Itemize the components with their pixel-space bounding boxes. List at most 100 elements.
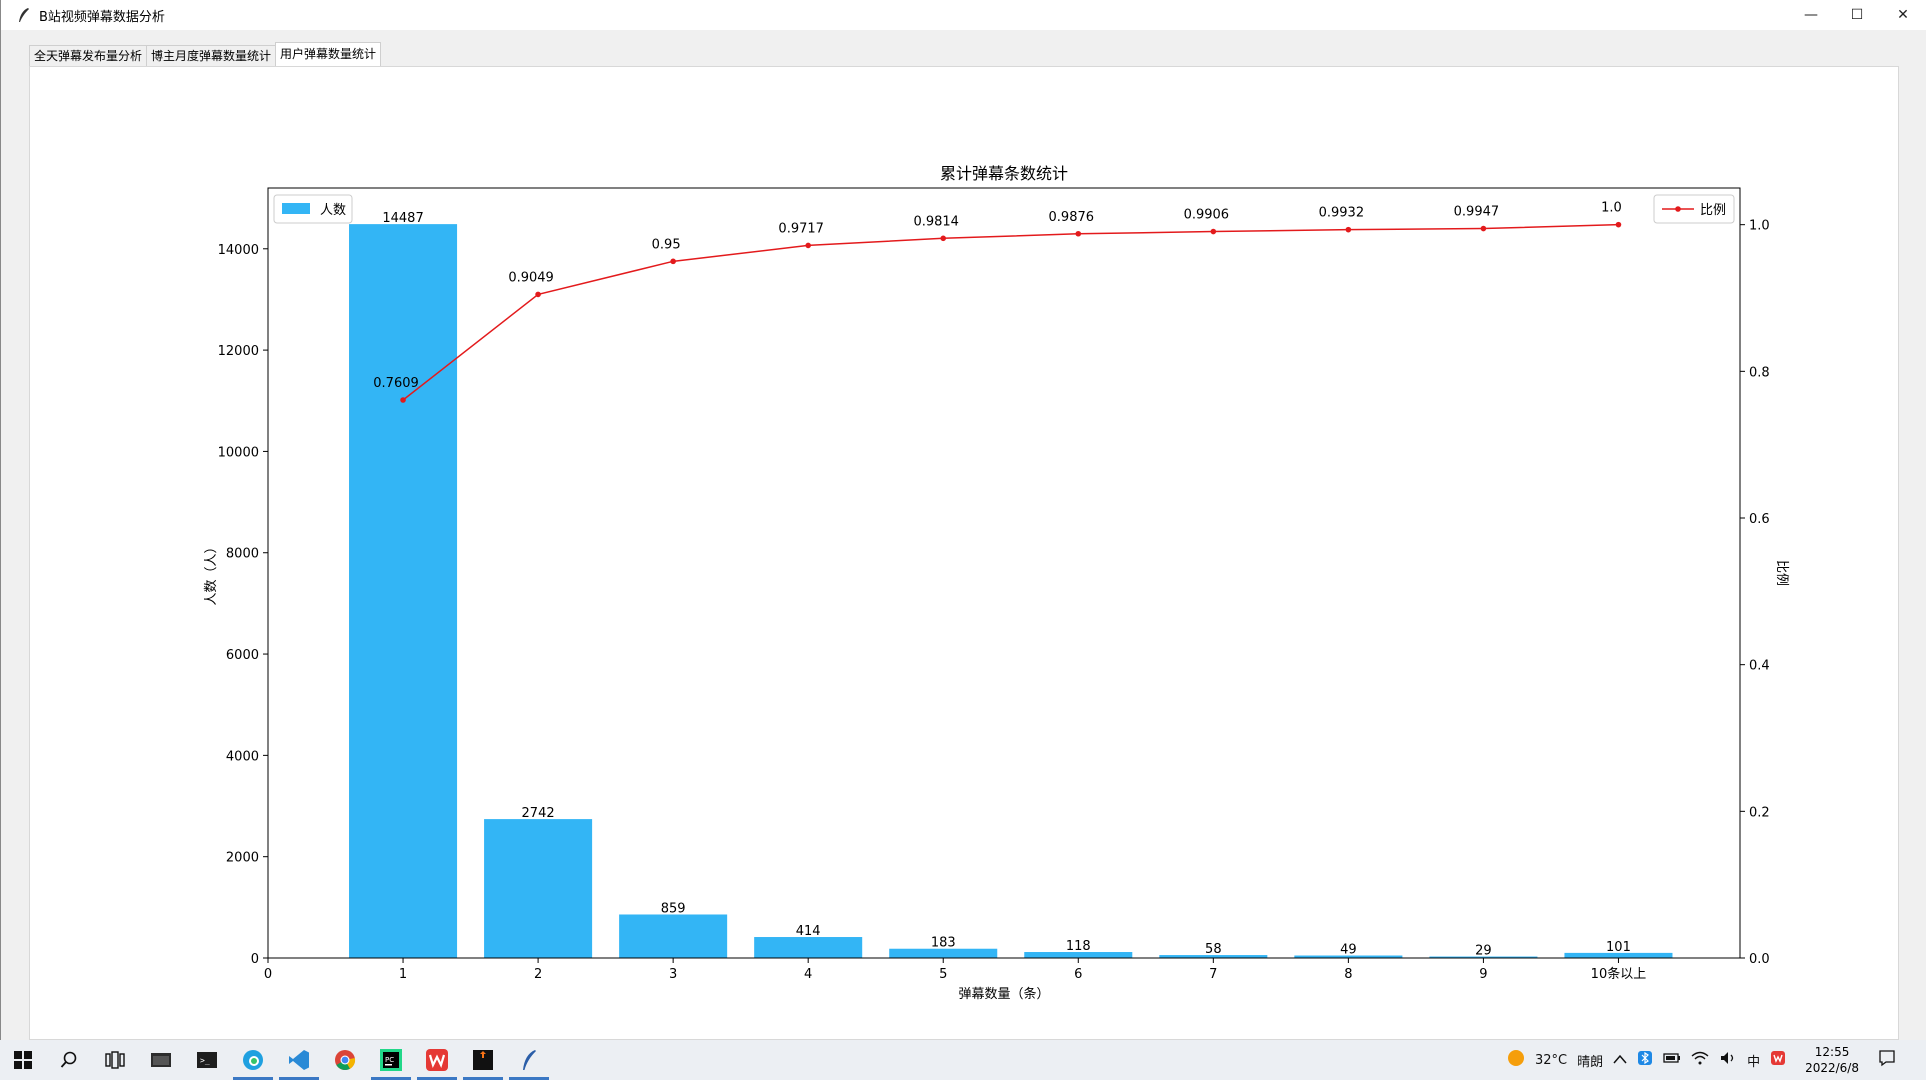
ratio-point xyxy=(1480,225,1487,232)
y2-tick-label: 0.2 xyxy=(1749,805,1770,820)
title-bar: B站视频弹幕数据分析 — ☐ ✕ xyxy=(1,0,1926,30)
ratio-value-label: 0.95 xyxy=(652,237,681,252)
ratio-point xyxy=(805,242,811,249)
ratio-value-label: 0.9906 xyxy=(1184,208,1230,223)
tab-monthly-stats[interactable]: 博主月度弹幕数量统计 xyxy=(146,45,277,66)
ratio-point xyxy=(940,235,947,242)
volume-icon[interactable] xyxy=(1719,1051,1737,1069)
bar-value-label: 49 xyxy=(1340,943,1357,958)
bar-value-label: 101 xyxy=(1606,940,1631,955)
bar-value-label: 414 xyxy=(796,924,821,939)
ratio-value-label: 0.7609 xyxy=(373,376,419,391)
windows-start-icon[interactable] xyxy=(0,1040,46,1080)
x-tick-label: 1 xyxy=(399,967,407,982)
tab-user-stats[interactable]: 用户弹幕数量统计 xyxy=(275,42,382,66)
ratio-point xyxy=(535,291,541,298)
vscode-icon[interactable] xyxy=(276,1040,322,1080)
x-tick-label: 4 xyxy=(804,967,812,982)
x-tick-label: 2 xyxy=(534,967,542,982)
x-tick-label: 10条以上 xyxy=(1591,966,1647,982)
minimize-button[interactable]: — xyxy=(1804,7,1818,23)
y-tick-label: 6000 xyxy=(226,648,259,663)
bar xyxy=(889,948,998,958)
weather-sun-icon[interactable] xyxy=(1507,1049,1525,1071)
y-tick-label: 12000 xyxy=(218,344,259,359)
bar xyxy=(1159,955,1268,958)
bar xyxy=(1294,955,1403,958)
terminal-icon[interactable]: >_ xyxy=(184,1040,230,1080)
pycharm-icon[interactable]: PC xyxy=(368,1040,414,1080)
y-tick-label: 8000 xyxy=(226,547,259,562)
y-axis-label: 人数（人） xyxy=(204,540,219,605)
bar xyxy=(1024,952,1133,958)
clock[interactable]: 12:55 2022/6/8 xyxy=(1805,1044,1859,1076)
y-tick-label: 14000 xyxy=(218,243,259,258)
bar-value-label: 2742 xyxy=(522,806,555,821)
bar xyxy=(1429,956,1538,958)
x-tick-label: 0 xyxy=(264,967,272,982)
bar-value-label: 29 xyxy=(1475,944,1492,959)
tab-bar: 全天弹幕发布量分析 博主月度弹幕数量统计 用户弹幕数量统计 xyxy=(29,42,382,66)
x-tick-label: 7 xyxy=(1209,967,1217,982)
x-tick-label: 3 xyxy=(669,967,677,982)
edge-browser-icon[interactable] xyxy=(230,1040,276,1080)
bar xyxy=(1564,952,1673,958)
ratio-value-label: 0.9049 xyxy=(508,270,554,285)
legend-line-marker xyxy=(1675,206,1681,212)
app-window-icon[interactable] xyxy=(138,1040,184,1080)
bluetooth-icon[interactable] xyxy=(1637,1050,1653,1070)
bar xyxy=(754,937,863,958)
notification-icon[interactable] xyxy=(1878,1049,1896,1071)
y2-tick-label: 0.0 xyxy=(1749,952,1770,967)
ratio-line xyxy=(402,223,1619,401)
maximize-button[interactable]: ☐ xyxy=(1850,7,1864,23)
wps-tray-icon[interactable] xyxy=(1770,1050,1786,1070)
ratio-point xyxy=(1075,230,1082,237)
close-button[interactable]: ✕ xyxy=(1897,7,1909,23)
ratio-point xyxy=(670,258,676,265)
bar-value-label: 183 xyxy=(931,936,956,951)
plot-frame xyxy=(267,187,1741,959)
x-tick-label: 9 xyxy=(1479,967,1487,982)
bar-value-label: 58 xyxy=(1205,942,1222,957)
y2-tick-label: 0.4 xyxy=(1749,659,1770,674)
dark-app-icon[interactable] xyxy=(460,1040,506,1080)
task-view-icon[interactable] xyxy=(92,1040,138,1080)
y2-tick-label: 1.0 xyxy=(1749,219,1770,234)
chevron-up-icon[interactable] xyxy=(1613,1053,1627,1068)
clock-time: 12:55 xyxy=(1814,1045,1850,1059)
y-tick-label: 4000 xyxy=(226,749,259,764)
clock-date: 2022/6/8 xyxy=(1805,1061,1859,1075)
bar xyxy=(619,914,728,958)
battery-icon[interactable] xyxy=(1663,1052,1681,1068)
ratio-point xyxy=(1615,221,1622,228)
ratio-value-label: 0.9876 xyxy=(1049,210,1095,225)
y2-tick-label: 0.8 xyxy=(1749,365,1770,380)
y-tick-label: 10000 xyxy=(218,445,259,460)
ime-indicator[interactable]: 中 xyxy=(1747,1054,1761,1070)
legend-bar-swatch xyxy=(282,203,310,214)
chart-title: 累计弹幕条数统计 xyxy=(940,164,1068,183)
wifi-icon[interactable] xyxy=(1691,1051,1709,1069)
y-tick-label: 0 xyxy=(251,952,259,967)
chrome-icon[interactable] xyxy=(322,1040,368,1080)
bar xyxy=(349,224,458,958)
legend-left-box xyxy=(273,194,353,224)
y2-tick-label: 0.6 xyxy=(1749,512,1770,527)
tab-daily-analysis[interactable]: 全天弹幕发布量分析 xyxy=(29,45,148,66)
ratio-point xyxy=(1345,226,1352,233)
window-title: B站视频弹幕数据分析 xyxy=(39,9,165,25)
weather-temp[interactable]: 32°C xyxy=(1534,1052,1568,1068)
bar xyxy=(484,819,593,958)
search-icon[interactable] xyxy=(46,1040,92,1080)
legend-line-label: 比例 xyxy=(1700,203,1726,218)
weather-desc[interactable]: 晴朗 xyxy=(1577,1054,1604,1070)
x-tick-label: 8 xyxy=(1344,967,1352,982)
legend-bar-label: 人数 xyxy=(320,203,346,218)
svg-text:PC: PC xyxy=(385,1056,394,1064)
app-window: B站视频弹幕数据分析 — ☐ ✕ 全天弹幕发布量分析 博主月度弹幕数量统计 用户… xyxy=(0,0,1926,1040)
bar-value-label: 859 xyxy=(661,901,686,916)
wps-office-icon[interactable] xyxy=(414,1040,460,1080)
python-feather-icon[interactable] xyxy=(506,1040,552,1080)
